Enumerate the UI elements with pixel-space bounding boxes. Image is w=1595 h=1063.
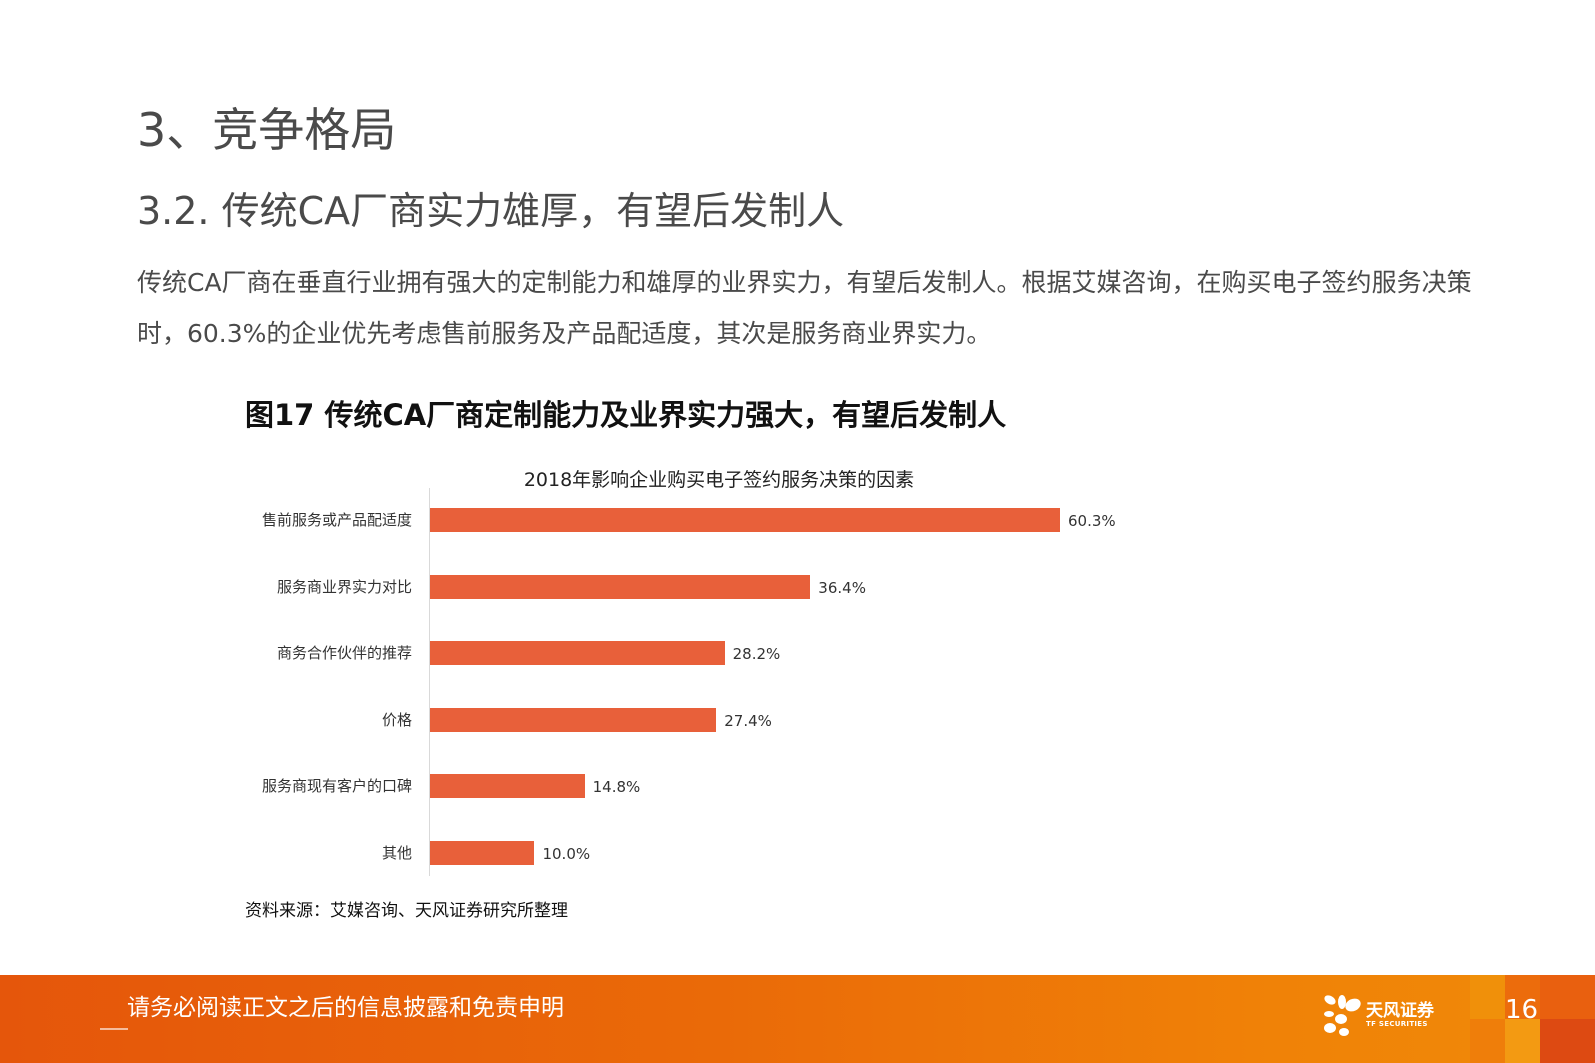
logo-chinese-name: 天风证券 — [1366, 1001, 1434, 1021]
sub-section-title: 3.2. 传统CA厂商实力雄厚，有望后发制人 — [137, 189, 845, 233]
disclaimer-text: 请务必阅读正文之后的信息披露和免责申明 — [127, 995, 564, 1021]
chart-row: 价格 27.4% — [240, 708, 1140, 732]
category-label: 售前服务或产品配适度 — [261, 511, 412, 529]
company-logo: 天风证券 TF SECURITIES — [1322, 990, 1452, 1040]
category-label: 服务商现有客户的口碑 — [261, 777, 412, 795]
chart-row: 其他 10.0% — [240, 841, 1140, 865]
page-number: 16 — [1505, 995, 1539, 1025]
footer-bar: 请务必阅读正文之后的信息披露和免责申明 天风证券 TF SECURITIES 1… — [0, 975, 1595, 1063]
bar — [430, 708, 717, 732]
bar — [430, 641, 725, 665]
chart-row: 服务商现有客户的口碑 14.8% — [240, 774, 1140, 798]
value-label: 27.4% — [724, 712, 772, 730]
y-axis-line — [429, 488, 430, 876]
section-title: 3、竞争格局 — [137, 103, 397, 157]
value-label: 14.8% — [592, 778, 641, 796]
value-label: 10.0% — [542, 845, 591, 863]
category-label: 其他 — [381, 844, 412, 862]
value-label: 60.3% — [1068, 512, 1116, 530]
flower-logo-icon — [1324, 995, 1361, 1036]
bar — [430, 841, 535, 865]
value-label: 36.4% — [818, 579, 866, 597]
body-paragraph: 传统CA厂商在垂直行业拥有强大的定制能力和雄厚的业界实力，有望后发制人。根据艾媒… — [137, 268, 1472, 348]
horizontal-bar-chart: 售前服务或产品配适度 60.3% 服务商业界实力对比 36.4% 商务合作伙伴的… — [240, 488, 1140, 878]
decorative-mosaic — [1470, 975, 1595, 1063]
category-label: 价格 — [381, 711, 412, 729]
figure-source: 资料来源：艾媒咨询、天风证券研究所整理 — [245, 901, 568, 921]
chart-row: 服务商业界实力对比 36.4% — [240, 575, 1140, 599]
value-label: 28.2% — [732, 645, 781, 663]
category-label: 服务商业界实力对比 — [276, 578, 412, 596]
chart-row: 商务合作伙伴的推荐 28.2% — [240, 641, 1140, 665]
bar — [430, 575, 811, 599]
chart-title: 2018年影响企业购买电子签约服务决策的因素 — [523, 469, 915, 491]
bar — [430, 508, 1060, 532]
logo-english-name: TF SECURITIES — [1366, 1020, 1428, 1028]
footer-mark — [100, 1028, 128, 1030]
chart-row: 售前服务或产品配适度 60.3% — [240, 508, 1140, 532]
category-label: 商务合作伙伴的推荐 — [276, 644, 412, 662]
bar — [430, 774, 585, 798]
figure-title: 图17 传统CA厂商定制能力及业界实力强大，有望后发制人 — [245, 398, 1007, 432]
